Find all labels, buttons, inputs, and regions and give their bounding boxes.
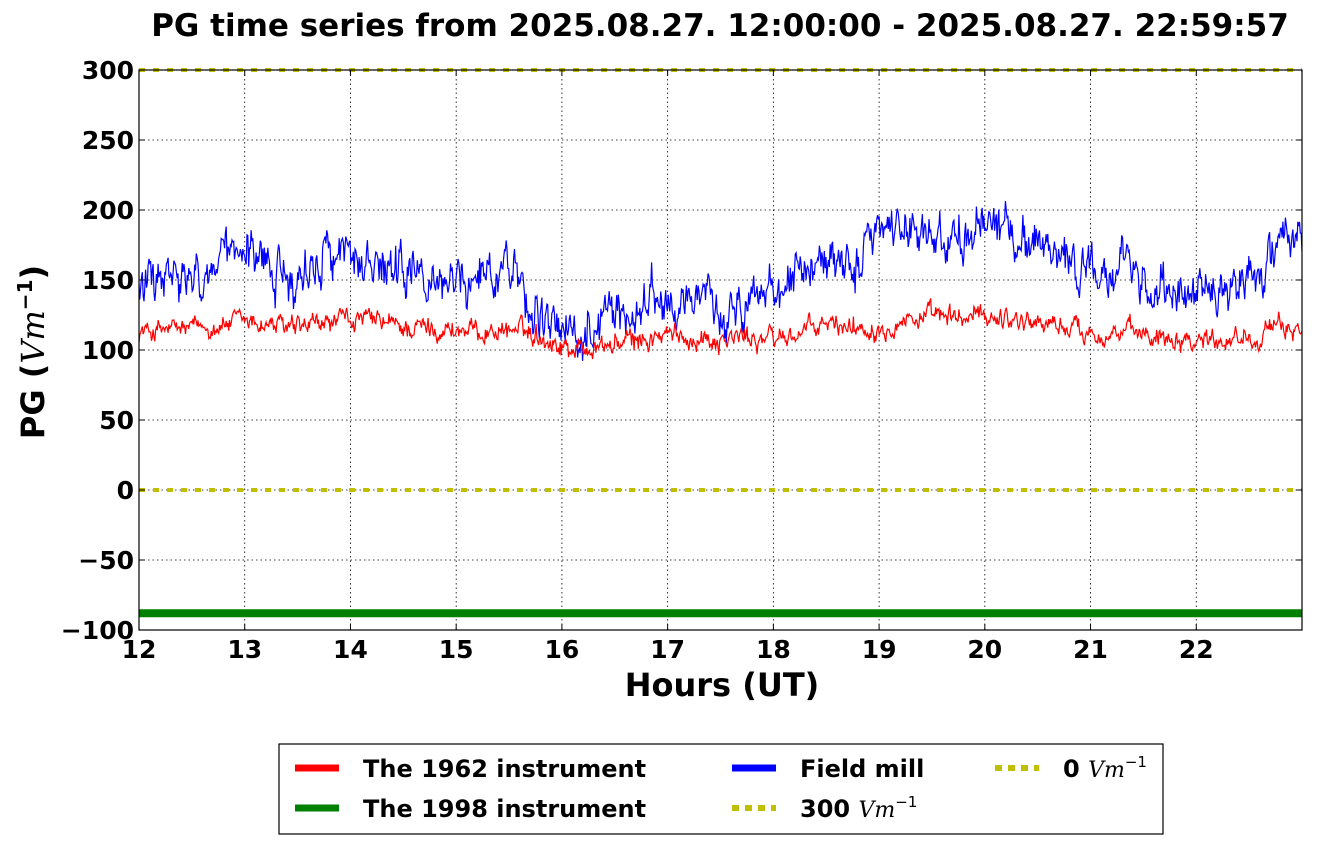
x-tick-label: 14 [333, 635, 368, 664]
y-axis-label-text: PG ( [14, 364, 52, 439]
x-tick-label: 21 [1073, 635, 1108, 664]
legend-label-3: 300 Vm−1 [800, 793, 917, 823]
y-tick-label: −50 [78, 546, 134, 575]
y-axis-label-exponent: −1 [13, 280, 37, 311]
grid-lines [139, 70, 1302, 630]
x-axis-label: Hours (UT) [625, 666, 820, 704]
x-tick-label: 17 [650, 635, 685, 664]
x-tick-label: 19 [862, 635, 897, 664]
y-tick-label: 300 [82, 56, 134, 85]
y-tick-label: 50 [99, 406, 134, 435]
chart-title: PG time series from 2025.08.27. 12:00:00… [151, 8, 1289, 44]
legend-label-2: Field mill [800, 755, 924, 783]
y-tick-label: 200 [82, 196, 134, 225]
x-tick-label: 13 [227, 635, 262, 664]
series-line-0 [138, 298, 1303, 360]
y-tick-label: 100 [82, 336, 134, 365]
x-tick-label: 22 [1179, 635, 1214, 664]
x-tick-label: 20 [967, 635, 1002, 664]
x-tick-label: 15 [439, 635, 474, 664]
y-axis-label-close: ) [14, 265, 52, 280]
legend-label-0: The 1962 instrument [363, 755, 646, 783]
y-tick-label: 150 [82, 266, 134, 295]
x-tick-label: 12 [122, 635, 157, 664]
x-tick-label: 16 [545, 635, 580, 664]
legend: The 1962 instrument The 1998 instrument Fi… [278, 743, 1164, 835]
y-tick-label: 250 [82, 126, 134, 155]
y-tick-label: −100 [61, 616, 134, 645]
legend-label-1: The 1998 instrument [363, 795, 646, 823]
legend-box [278, 743, 1164, 835]
x-axis-ticks: 12 13 14 15 16 17 18 19 20 21 22 [122, 70, 1214, 664]
x-tick-label: 18 [756, 635, 791, 664]
y-tick-label: 0 [117, 476, 134, 505]
y-axis-ticks: 300 250 200 150 100 50 0 −50 −100 [61, 56, 1302, 645]
y-axis-label-unit: Vm [14, 310, 52, 363]
legend-label-4: 0 Vm−1 [1063, 753, 1147, 783]
series-line-2 [138, 201, 1303, 361]
y-axis-label: PG (Vm−1) [13, 265, 52, 439]
